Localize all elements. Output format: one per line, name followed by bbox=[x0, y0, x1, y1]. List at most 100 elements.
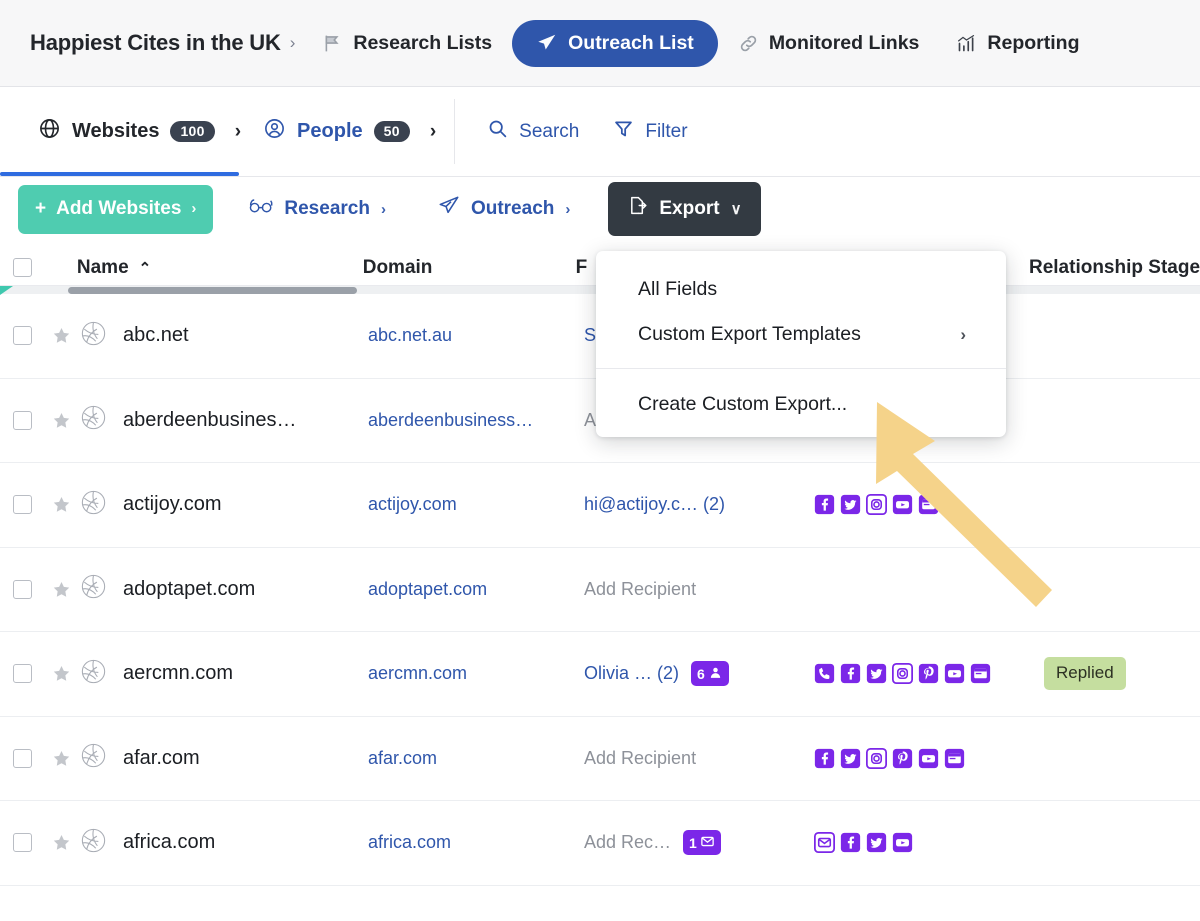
social-icon-youtube[interactable] bbox=[944, 663, 965, 684]
domain-link[interactable]: adoptapet.com bbox=[368, 578, 488, 599]
social-icon-pinterest[interactable] bbox=[918, 663, 939, 684]
table-row[interactable]: aercmn.com aercmn.com Olivia … (2) 6 bbox=[0, 632, 1200, 717]
social-icon-youtube[interactable] bbox=[892, 494, 913, 515]
domain-cell[interactable]: africa.com bbox=[368, 832, 584, 853]
row-checkbox[interactable] bbox=[0, 664, 45, 684]
recipient-text[interactable]: Add Recipient bbox=[584, 578, 697, 599]
add-websites-button[interactable]: + Add Websites › bbox=[18, 184, 214, 234]
favorite-star-icon[interactable] bbox=[45, 832, 78, 853]
recipient-count-badge[interactable]: 1 bbox=[683, 830, 721, 856]
breadcrumb-list-title[interactable]: Happiest Cites in the UK bbox=[30, 30, 281, 55]
recipient-text[interactable]: Add Rec… bbox=[584, 832, 672, 853]
domain-link[interactable]: afar.com bbox=[368, 747, 438, 768]
website-name-cell[interactable]: aercmn.com bbox=[78, 656, 368, 692]
export-button[interactable]: Export ∨ bbox=[608, 182, 761, 236]
favorite-star-icon[interactable] bbox=[45, 325, 78, 346]
recipient-cell[interactable]: Olivia … (2) 6 bbox=[584, 661, 814, 687]
social-icon-website[interactable] bbox=[918, 494, 939, 515]
website-name-cell[interactable]: africa.com bbox=[78, 825, 368, 861]
table-row[interactable]: afar.com afar.com Add Recipient bbox=[0, 716, 1200, 801]
social-icon-pinterest[interactable] bbox=[892, 748, 913, 769]
social-icon-envelope[interactable] bbox=[814, 832, 835, 854]
domain-cell[interactable]: aberdeenbusiness… bbox=[368, 410, 584, 431]
scrollbar-thumb[interactable] bbox=[68, 287, 357, 294]
row-checkbox[interactable] bbox=[0, 833, 45, 853]
row-checkbox[interactable] bbox=[0, 410, 45, 430]
domain-link[interactable]: actijoy.com bbox=[368, 494, 457, 515]
recipient-cell[interactable]: Add Recipient bbox=[584, 579, 814, 600]
social-icon-website[interactable] bbox=[970, 663, 991, 684]
recipient-cell[interactable]: hi@actijoy.c… (2) bbox=[584, 494, 814, 515]
relationship-stage-cell[interactable]: Replied bbox=[1044, 657, 1200, 691]
search-button[interactable]: Search bbox=[487, 118, 579, 145]
table-row[interactable]: africa.com africa.com Add Rec… 1 bbox=[0, 801, 1200, 886]
social-icon-website[interactable] bbox=[944, 748, 965, 769]
recipient-cell[interactable]: Add Recipient bbox=[584, 748, 814, 769]
row-checkbox[interactable] bbox=[0, 579, 45, 599]
social-icon-instagram[interactable] bbox=[892, 663, 913, 685]
social-icon-youtube[interactable] bbox=[892, 832, 913, 853]
recipient-cell[interactable]: S bbox=[584, 325, 814, 346]
website-name-cell[interactable]: adoptapet.com bbox=[78, 571, 368, 607]
social-icon-instagram[interactable] bbox=[866, 494, 887, 516]
tab-people-chevron-icon[interactable]: › bbox=[429, 120, 437, 142]
table-row[interactable]: actijoy.com actijoy.com hi@actijoy.c… (2… bbox=[0, 463, 1200, 548]
favorite-star-icon[interactable] bbox=[45, 494, 78, 515]
menu-item-all-fields[interactable]: All Fields bbox=[638, 278, 718, 300]
recipient-cell[interactable]: Add Rec… 1 bbox=[584, 830, 814, 856]
social-icon-instagram[interactable] bbox=[866, 747, 887, 769]
row-checkbox[interactable] bbox=[0, 326, 45, 346]
filter-button[interactable]: Filter bbox=[613, 118, 688, 145]
column-header-domain[interactable]: Domain bbox=[362, 256, 433, 278]
recipient-count-badge[interactable]: 6 bbox=[691, 661, 729, 687]
domain-cell[interactable]: aercmn.com bbox=[368, 663, 584, 684]
social-icon-youtube[interactable] bbox=[918, 748, 939, 769]
social-icon-twitter[interactable] bbox=[866, 832, 887, 853]
recipient-text[interactable]: Add Recipient bbox=[584, 747, 697, 768]
tab-websites[interactable]: Websites 100 bbox=[0, 87, 239, 176]
favorite-star-icon[interactable] bbox=[45, 748, 78, 769]
website-name-cell[interactable]: afar.com bbox=[78, 740, 368, 776]
website-name-cell[interactable]: actijoy.com bbox=[78, 487, 368, 523]
domain-link[interactable]: abc.net.au bbox=[368, 325, 453, 346]
social-icon-phone[interactable] bbox=[814, 663, 835, 684]
favorite-star-icon[interactable] bbox=[45, 579, 78, 600]
menu-item-create-custom-export[interactable]: Create Custom Export... bbox=[638, 393, 848, 415]
domain-link[interactable]: aberdeenbusiness… bbox=[368, 409, 534, 430]
tab-websites-chevron-icon[interactable]: › bbox=[234, 120, 242, 142]
column-header-name[interactable]: Name ⌃ bbox=[76, 256, 152, 278]
recipient-text[interactable]: hi@actijoy.c… (2) bbox=[584, 494, 725, 515]
social-icon-twitter[interactable] bbox=[840, 748, 861, 769]
website-name-cell[interactable]: aberdeenbusines… bbox=[78, 402, 368, 438]
topnav-item-reporting[interactable]: Reporting bbox=[939, 21, 1096, 66]
topnav-item-monitored-links[interactable]: Monitored Links bbox=[721, 21, 937, 66]
domain-cell[interactable]: actijoy.com bbox=[368, 494, 584, 515]
website-name-cell[interactable]: abc.net bbox=[78, 318, 368, 354]
social-icon-facebook[interactable] bbox=[840, 832, 861, 853]
column-header-recipient[interactable]: F bbox=[575, 256, 588, 278]
social-icon-twitter[interactable] bbox=[840, 494, 861, 515]
status-badge[interactable]: Replied bbox=[1044, 657, 1126, 691]
domain-cell[interactable]: afar.com bbox=[368, 748, 584, 769]
favorite-star-icon[interactable] bbox=[45, 663, 78, 684]
tab-people[interactable]: People 50 bbox=[259, 87, 414, 176]
topnav-item-outreach-list[interactable]: Outreach List bbox=[512, 19, 718, 67]
domain-link[interactable]: africa.com bbox=[368, 832, 452, 853]
recipient-text[interactable]: S bbox=[584, 325, 597, 346]
row-checkbox[interactable] bbox=[0, 495, 45, 515]
domain-cell[interactable]: abc.net.au bbox=[368, 325, 584, 346]
social-icon-twitter[interactable] bbox=[866, 663, 887, 684]
column-header-relationship-stage[interactable]: Relationship Stage bbox=[1028, 256, 1200, 278]
favorite-star-icon[interactable] bbox=[45, 410, 78, 431]
recipient-text[interactable]: Olivia … (2) bbox=[584, 663, 680, 684]
social-icon-facebook[interactable] bbox=[814, 494, 835, 515]
social-icon-facebook[interactable] bbox=[840, 663, 861, 684]
row-checkbox[interactable] bbox=[0, 748, 45, 768]
menu-item-custom-export-templates[interactable]: Custom Export Templates › bbox=[638, 323, 966, 345]
domain-cell[interactable]: adoptapet.com bbox=[368, 579, 584, 600]
outreach-button[interactable]: Outreach › bbox=[422, 183, 586, 235]
topnav-item-research-lists[interactable]: Research Lists bbox=[305, 21, 509, 66]
table-row[interactable]: adoptapet.com adoptapet.com Add Recipien… bbox=[0, 547, 1200, 632]
domain-link[interactable]: aercmn.com bbox=[368, 663, 468, 684]
select-all-checkbox[interactable] bbox=[0, 258, 44, 277]
